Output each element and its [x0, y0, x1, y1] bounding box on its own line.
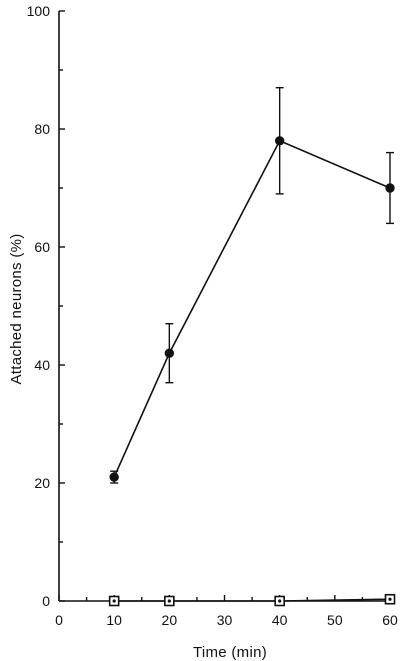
x-tick-label: 30: [217, 612, 233, 628]
series-1: [109, 86, 395, 484]
data-point-center: [112, 599, 116, 603]
series-line: [113, 139, 391, 478]
y-tick-label: 0: [42, 593, 50, 609]
y-tick-label: 80: [34, 121, 50, 137]
series-line: [114, 598, 391, 602]
x-tick-label: 50: [327, 612, 343, 628]
x-tick-label: 20: [162, 612, 178, 628]
x-tick-label: 60: [382, 612, 398, 628]
y-tick-label: 100: [27, 3, 51, 19]
y-tick-label: 20: [34, 475, 50, 491]
data-point-center: [167, 599, 171, 603]
data-point-center: [388, 597, 392, 601]
y-axis-label: Attached neurons (%): [8, 233, 25, 384]
x-tick-label: 0: [55, 612, 63, 628]
data-point: [385, 183, 395, 193]
y-tick-label: 40: [34, 357, 50, 373]
x-axis-label: Time (min): [193, 644, 267, 661]
data-point: [274, 136, 285, 146]
axes: 0 20 40 60 80 100 0 10 20 30 40 50 60: [27, 3, 398, 628]
data-point-center: [278, 599, 282, 603]
x-tick-label: 40: [272, 612, 288, 628]
x-tick-label: 10: [106, 612, 122, 628]
y-tick-label: 60: [34, 239, 50, 255]
series-layer: [108, 86, 396, 607]
data-point: [164, 348, 175, 358]
series-2: [108, 593, 396, 607]
data-point: [109, 472, 119, 482]
